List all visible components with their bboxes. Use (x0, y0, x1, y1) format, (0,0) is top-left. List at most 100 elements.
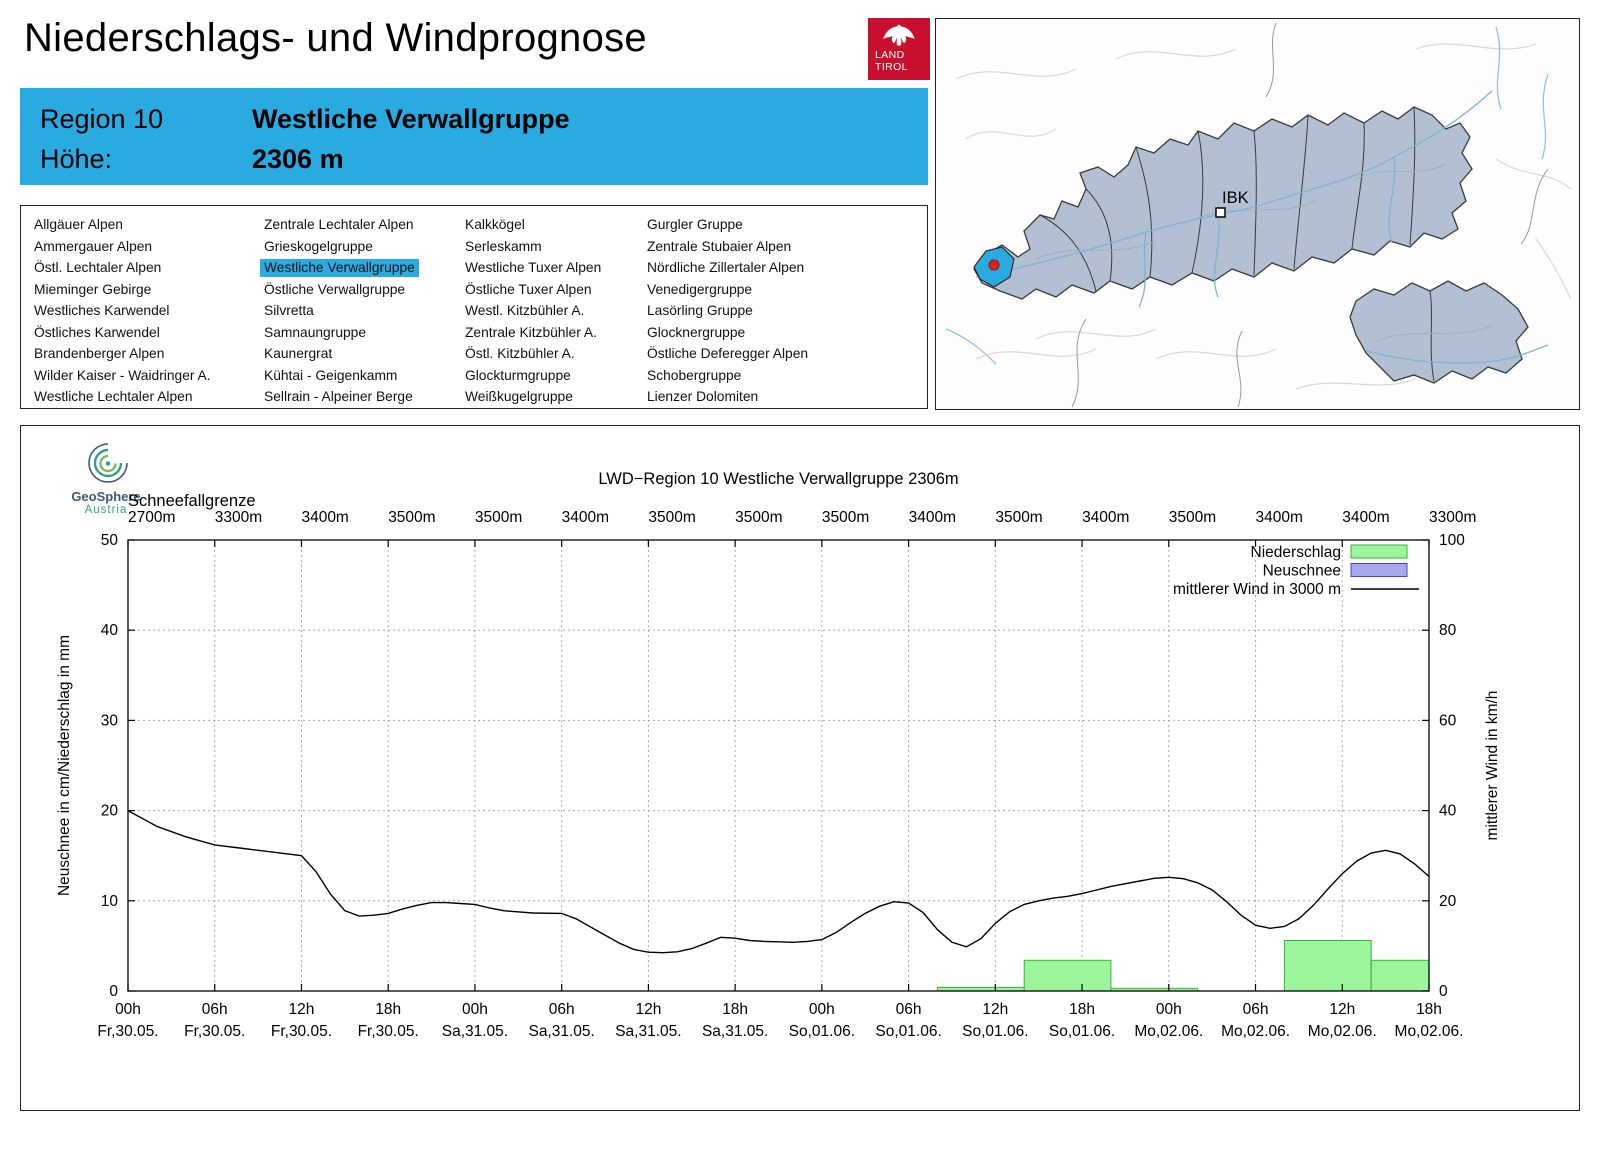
region-list-item[interactable]: Samnaungruppe (264, 324, 367, 340)
svg-text:18h: 18h (722, 1001, 748, 1018)
region-list-item[interactable]: Östliches Karwendel (34, 324, 160, 340)
svg-text:0: 0 (109, 983, 118, 1000)
svg-text:18h: 18h (1416, 1001, 1442, 1018)
snowline-value: 3500m (475, 509, 522, 526)
outer-borders (1071, 22, 1549, 408)
region-list-item[interactable]: Brandenberger Alpen (34, 346, 165, 361)
region-list-item[interactable]: Ammergauer Alpen (34, 238, 153, 254)
svg-text:mittlerer Wind in 3000 m: mittlerer Wind in 3000 m (1173, 581, 1341, 598)
region-list-item[interactable]: Lienzer Dolomiten (647, 389, 759, 404)
map-region-east-tirol[interactable] (1349, 280, 1529, 384)
ridge-lines (1035, 163, 1492, 342)
svg-text:Niederschlag: Niederschlag (1251, 544, 1341, 561)
snowline-value: 3300m (1429, 509, 1476, 526)
region-list-item[interactable]: Glockturmgruppe (465, 367, 571, 383)
map-location-dot (988, 259, 1000, 271)
snowline-value: 3400m (909, 509, 956, 526)
region-list-item[interactable]: Grieskogelgruppe (264, 238, 373, 254)
svg-text:Mo,02.06.: Mo,02.06. (1395, 1023, 1464, 1040)
chart-panel: GeoSphere Austria 00h Fr,30.05. 2700m 06h Fr… (20, 425, 1580, 1111)
svg-text:Mo,02.06.: Mo,02.06. (1308, 1023, 1377, 1040)
svg-text:20: 20 (1439, 893, 1457, 910)
geosphere-logo: GeoSphere Austria (51, 442, 161, 516)
svg-text:06h: 06h (1243, 1001, 1269, 1018)
ylabel-right: mittlerer Wind in km/h (1484, 691, 1501, 841)
region-list-item[interactable]: Schobergruppe (647, 367, 742, 383)
region-list-item[interactable]: Westliche Tuxer Alpen (465, 260, 602, 275)
region-list-item[interactable]: Allgäuer Alpen (34, 217, 123, 232)
region-list-item[interactable]: Kaunergrat (264, 346, 333, 361)
region-list-item[interactable]: Westliches Karwendel (34, 303, 170, 318)
region-list-item[interactable]: Silvretta (264, 303, 314, 318)
forecast-chart: 00h Fr,30.05. 2700m 06h Fr,30.05. 3300m 12h Fr,… (56, 470, 1501, 1040)
x-axis: 00h Fr,30.05. 2700m 06h Fr,30.05. 3300m 12h Fr,… (97, 509, 1476, 1040)
ibk-label: IBK (1222, 189, 1249, 207)
region-list-item[interactable]: Glocknergruppe (647, 324, 746, 340)
region-list-column: Gurgler Gruppe Zentrale Stubaier Alpen Nör… (647, 214, 927, 408)
snowline-value: 3500m (1169, 509, 1216, 526)
region-list-column: Allgäuer Alpen Ammergauer Alpen Östl. Lech… (34, 214, 264, 408)
region-list-item[interactable]: Serleskamm (465, 238, 542, 254)
svg-text:Fr,30.05.: Fr,30.05. (97, 1023, 158, 1040)
terrain-lines (955, 43, 1572, 390)
snowline-value: 3500m (822, 509, 869, 526)
precip-bar (1283, 940, 1372, 992)
land-tirol-logo: LAND TIROL (868, 18, 930, 80)
logo-text-land: LAND (875, 49, 905, 61)
region-list-item[interactable]: Westliche Verwallgruppe (260, 257, 465, 279)
snowline-value: 3300m (215, 509, 262, 526)
region-list-item[interactable]: Zentrale Lechtaler Alpen (264, 217, 414, 232)
region-list-item[interactable]: Westliche Lechtaler Alpen (34, 389, 193, 404)
region-list-item[interactable]: Sellrain - Alpeiner Berge (264, 389, 413, 404)
snowline-value: 3500m (735, 509, 782, 526)
region-list-item[interactable]: Gurgler Gruppe (647, 217, 743, 232)
svg-text:40: 40 (1439, 803, 1457, 820)
page-title: Niederschlags- und Windprognose (24, 16, 647, 60)
region-name: Westliche Verwallgruppe (252, 103, 570, 134)
region-list-item[interactable]: Östl. Lechtaler Alpen (34, 260, 162, 275)
svg-text:So,01.06.: So,01.06. (962, 1023, 1028, 1040)
region-list-item[interactable]: Nördliche Zillertaler Alpen (647, 260, 805, 275)
geosphere-name: GeoSphere (71, 489, 141, 504)
region-label: Region 10 (40, 103, 164, 134)
region-list-item[interactable]: Östliche Deferegger Alpen (647, 346, 809, 361)
svg-text:12h: 12h (1329, 1001, 1355, 1018)
region-list-item[interactable]: Östliche Verwallgruppe (264, 281, 406, 297)
wind-line (127, 809, 1430, 954)
map-region-north-tirol[interactable] (973, 106, 1473, 300)
svg-text:Sa,31.05.: Sa,31.05. (702, 1023, 768, 1040)
region-list-item[interactable]: Wilder Kaiser - Waidringer A. (34, 367, 211, 383)
svg-text:00h: 00h (462, 1001, 488, 1018)
logo-text-tirol: TIROL (875, 61, 908, 74)
region-list-item[interactable]: Mieminger Gebirge (34, 281, 152, 297)
precip-bar (1023, 959, 1112, 992)
svg-text:Fr,30.05.: Fr,30.05. (184, 1023, 245, 1040)
region-list-item[interactable]: Venedigergruppe (647, 281, 753, 297)
y-axis-right: 0 20 40 60 80 100 (1422, 532, 1465, 1000)
region-list-item[interactable]: Lasörling Gruppe (647, 303, 753, 318)
svg-text:So,01.06.: So,01.06. (789, 1023, 855, 1040)
geosphere-icon (88, 443, 128, 483)
region-list-item[interactable]: Zentrale Kitzbühler A. (465, 324, 597, 340)
snowline-value: 3400m (301, 509, 348, 526)
region-list-item[interactable]: Kalkkögel (465, 217, 525, 232)
region-list-item[interactable]: Weißkugelgruppe (465, 389, 573, 404)
region-list-item[interactable]: Kühtai - Geigenkamm (264, 367, 398, 383)
region-list-item[interactable]: Westl. Kitzbühler A. (465, 303, 585, 318)
svg-text:Neuschnee: Neuschnee (1263, 563, 1341, 580)
region-list-item[interactable]: Östliche Tuxer Alpen (465, 281, 592, 297)
region-list-item[interactable]: Östl. Kitzbühler A. (465, 346, 575, 361)
tirol-map[interactable]: IBK (935, 18, 1580, 410)
svg-text:06h: 06h (549, 1001, 575, 1018)
svg-text:80: 80 (1439, 622, 1457, 639)
tirol-eagle-icon (883, 24, 915, 46)
region-header: Region 10 Westliche Verwallgruppe Höhe: … (20, 88, 928, 185)
region-list-item[interactable]: Zentrale Stubaier Alpen (647, 238, 792, 254)
precip-bar (1370, 959, 1430, 992)
svg-text:18h: 18h (1069, 1001, 1095, 1018)
altitude-label: Höhe: (40, 143, 113, 174)
ylabel-left: Neuschnee in cm/Niederschlag in mm (56, 635, 73, 896)
y-axis-left: 0 10 20 30 40 50 (101, 532, 135, 1000)
svg-text:Mo,02.06.: Mo,02.06. (1134, 1023, 1203, 1040)
